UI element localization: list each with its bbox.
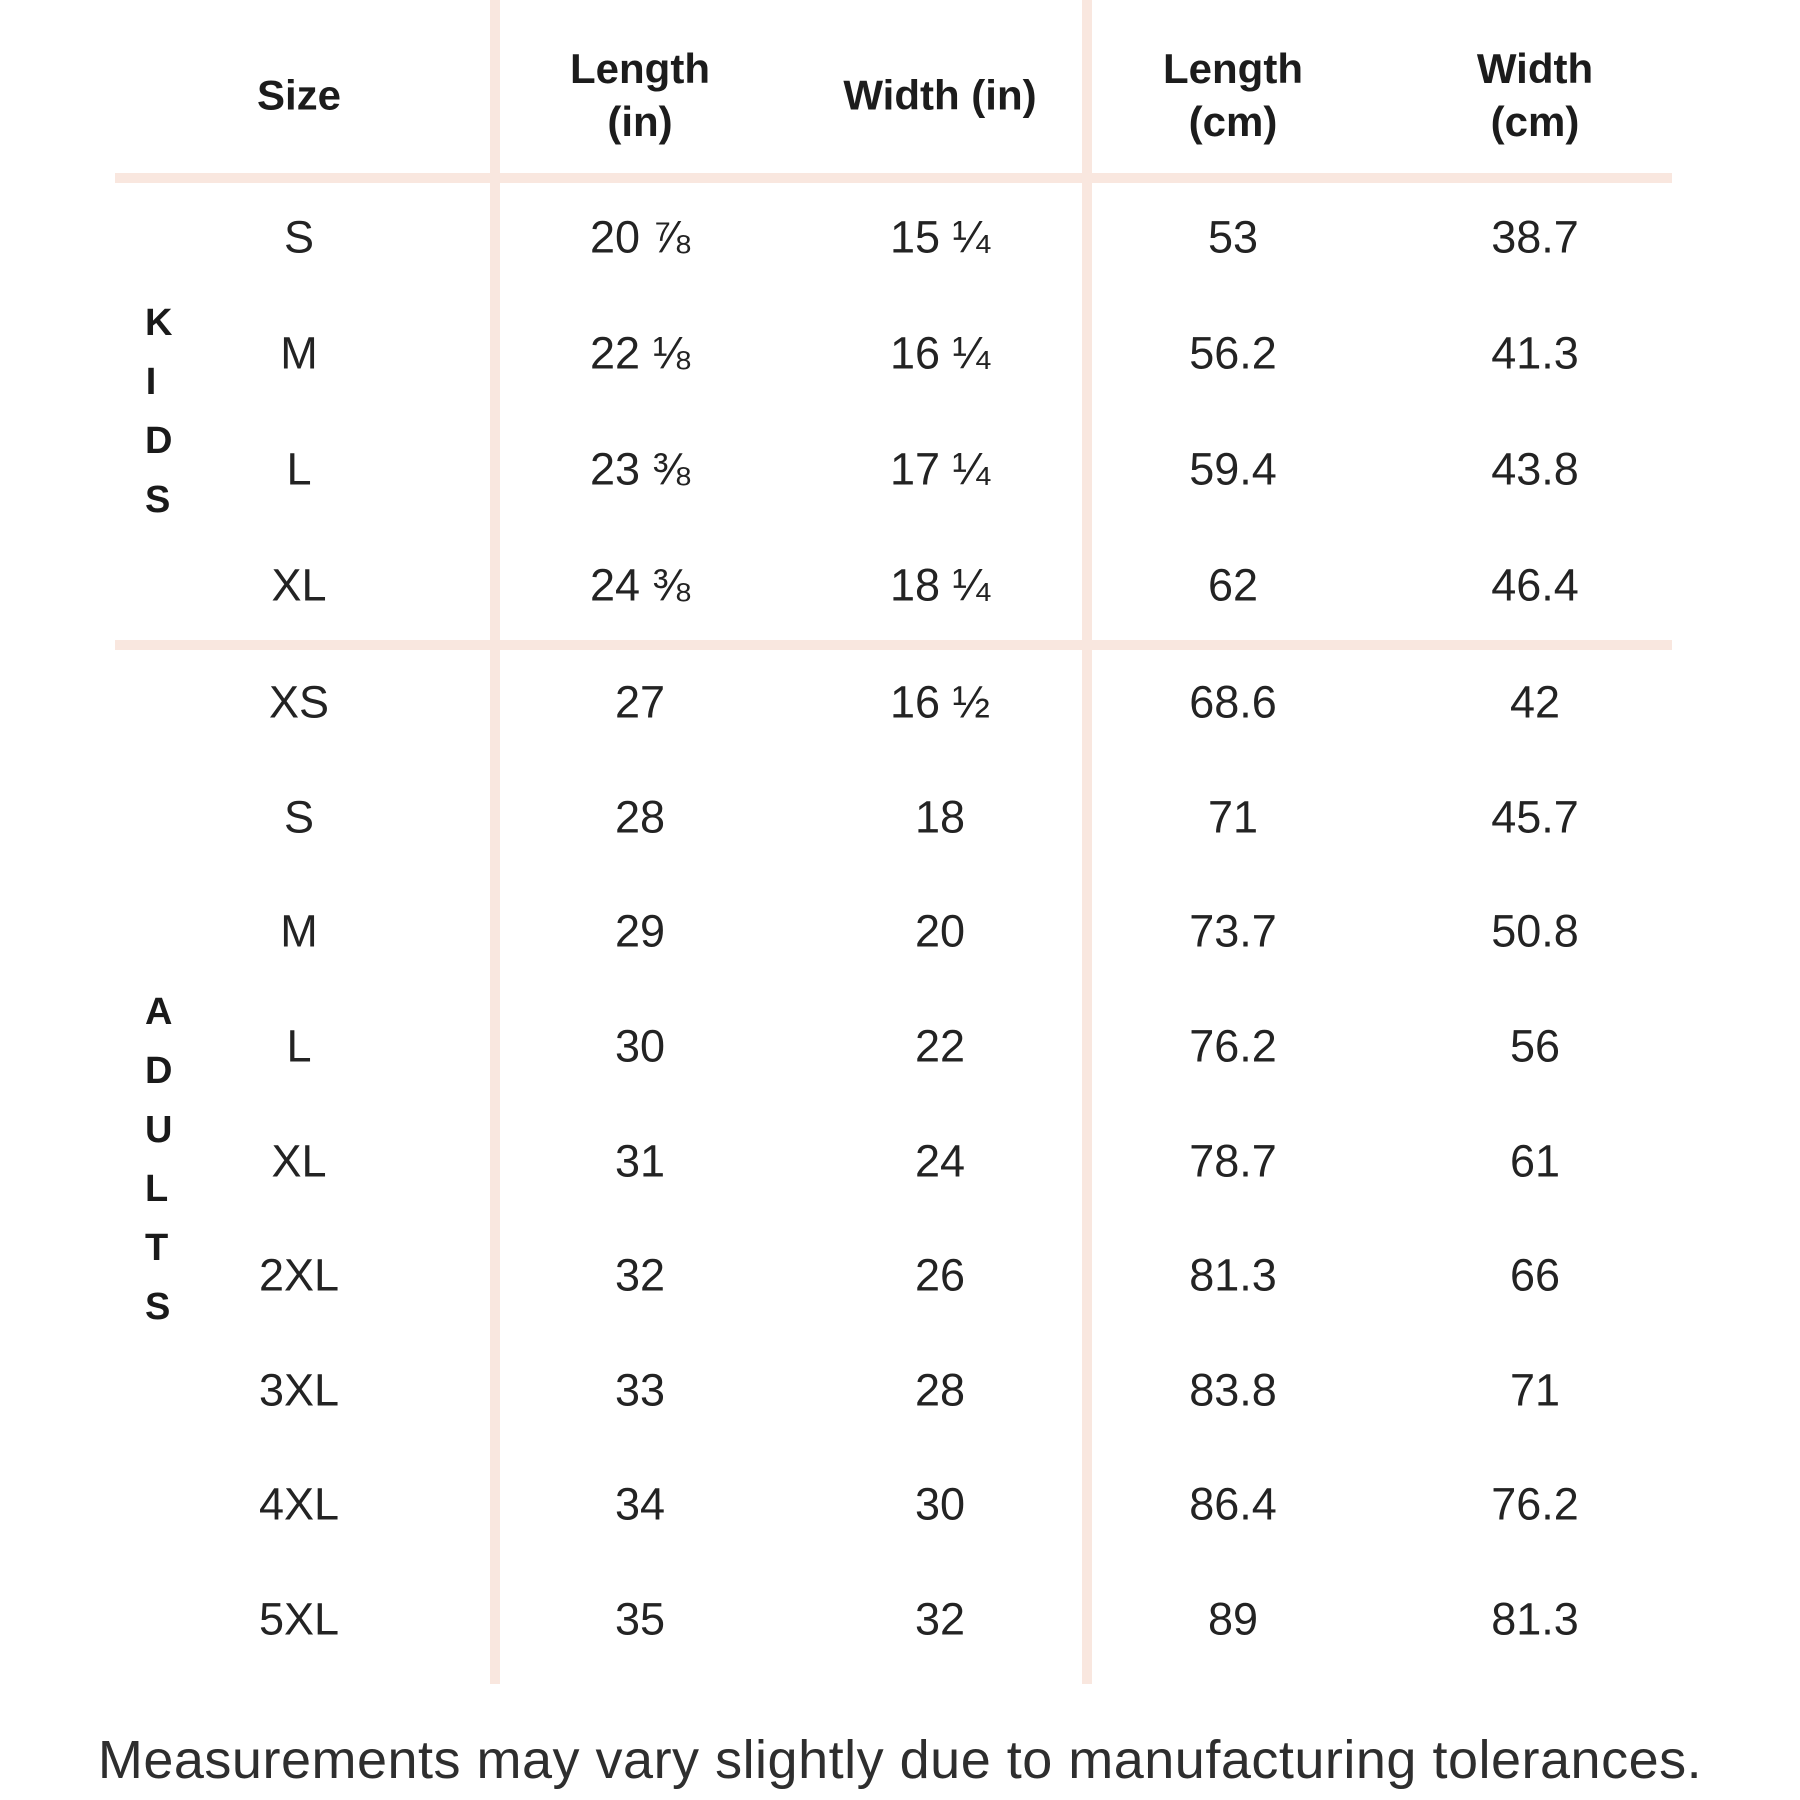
- adults-row-width-cm: 81.3: [1491, 1593, 1579, 1645]
- kids-row-width-cm: 43.8: [1491, 443, 1579, 495]
- adults-row-width-in: 22: [914, 1020, 966, 1072]
- kids-row-width-in: 17 ¼: [889, 443, 991, 495]
- header-length-cm: Length (cm): [1163, 45, 1303, 145]
- kids-row-length-cm: 59.4: [1189, 443, 1277, 495]
- adults-row-length-in: 31: [614, 1135, 666, 1187]
- adults-row-size: XL: [271, 1135, 327, 1187]
- adults-row-width-in: 26: [914, 1249, 966, 1301]
- adults-row-length-cm: 89: [1207, 1593, 1259, 1645]
- column-divider-left: [490, 0, 500, 1684]
- kids-row-width-in: 15 ¼: [889, 211, 991, 263]
- header-width-cm: Width (cm): [1476, 45, 1594, 145]
- adults-row-length-in: 27: [614, 676, 666, 728]
- adults-row-width-in: 28: [914, 1364, 966, 1416]
- column-divider-right: [1082, 0, 1092, 1684]
- kids-row-length-cm: 56.2: [1189, 327, 1277, 379]
- header-length-in: Length (in): [570, 45, 710, 145]
- kids-row-length-cm: 53: [1207, 211, 1259, 263]
- kids-row-length-in: 22 ⅛: [589, 327, 691, 379]
- adults-row-width-in: 32: [914, 1593, 966, 1645]
- kids-row-width-in: 16 ¼: [889, 327, 991, 379]
- adults-row-size: 3XL: [258, 1364, 340, 1416]
- kids-row-length-cm: 62: [1207, 559, 1259, 611]
- adults-row-length-cm: 86.4: [1189, 1478, 1277, 1530]
- adults-row-length-cm: 71: [1207, 791, 1259, 843]
- adults-row-length-in: 35: [614, 1593, 666, 1645]
- kids-row-length-in: 23 ⅜: [589, 443, 691, 495]
- adults-row-width-cm: 61: [1509, 1135, 1561, 1187]
- adults-row-width-cm: 42: [1509, 676, 1561, 728]
- adults-row-width-cm: 56: [1509, 1020, 1561, 1072]
- kids-row-length-in: 20 ⅞: [589, 211, 691, 263]
- adults-row-size: XS: [268, 676, 330, 728]
- adults-row-width-cm: 45.7: [1491, 791, 1579, 843]
- group-label-adults: ADULTS: [145, 991, 173, 1328]
- kids-row-size: XL: [271, 559, 327, 611]
- adults-row-size: 2XL: [258, 1249, 340, 1301]
- adults-row-width-cm: 50.8: [1491, 905, 1579, 957]
- kids-row-width-cm: 41.3: [1491, 327, 1579, 379]
- header-divider: [115, 173, 1672, 183]
- adults-row-width-in: 16 ½: [889, 676, 991, 728]
- kids-row-width-in: 18 ¼: [889, 559, 991, 611]
- adults-row-length-cm: 78.7: [1189, 1135, 1277, 1187]
- header-size: Size: [256, 71, 342, 119]
- tolerance-note: Measurements may vary slightly due to ma…: [97, 1730, 1703, 1790]
- kids-row-width-cm: 38.7: [1491, 211, 1579, 263]
- adults-row-width-in: 18: [914, 791, 966, 843]
- adults-row-length-cm: 68.6: [1189, 676, 1277, 728]
- adults-row-size: S: [283, 791, 315, 843]
- adults-row-width-cm: 76.2: [1491, 1478, 1579, 1530]
- header-width-in: Width (in): [843, 71, 1037, 119]
- kids-row-length-in: 24 ⅜: [589, 559, 691, 611]
- adults-row-length-in: 28: [614, 791, 666, 843]
- adults-row-width-in: 24: [914, 1135, 966, 1187]
- adults-row-length-cm: 83.8: [1189, 1364, 1277, 1416]
- adults-row-size: M: [280, 905, 318, 957]
- adults-row-length-in: 29: [614, 905, 666, 957]
- adults-row-width-cm: 66: [1509, 1249, 1561, 1301]
- adults-row-length-in: 32: [614, 1249, 666, 1301]
- adults-row-length-cm: 76.2: [1189, 1020, 1277, 1072]
- adults-row-length-cm: 73.7: [1189, 905, 1277, 957]
- kids-row-size: S: [283, 211, 315, 263]
- kids-row-size: L: [286, 443, 312, 495]
- kids-row-width-cm: 46.4: [1491, 559, 1579, 611]
- adults-row-width-in: 20: [914, 905, 966, 957]
- group-label-kids: KIDS: [145, 302, 173, 521]
- adults-row-size: 5XL: [258, 1593, 340, 1645]
- kids-adults-divider: [115, 640, 1672, 650]
- kids-row-size: M: [280, 327, 318, 379]
- adults-row-width-in: 30: [914, 1478, 966, 1530]
- adults-row-size: 4XL: [258, 1478, 340, 1530]
- adults-row-length-in: 30: [614, 1020, 666, 1072]
- adults-row-length-in: 33: [614, 1364, 666, 1416]
- adults-row-length-cm: 81.3: [1189, 1249, 1277, 1301]
- adults-row-length-in: 34: [614, 1478, 666, 1530]
- adults-row-width-cm: 71: [1509, 1364, 1561, 1416]
- adults-row-size: L: [286, 1020, 312, 1072]
